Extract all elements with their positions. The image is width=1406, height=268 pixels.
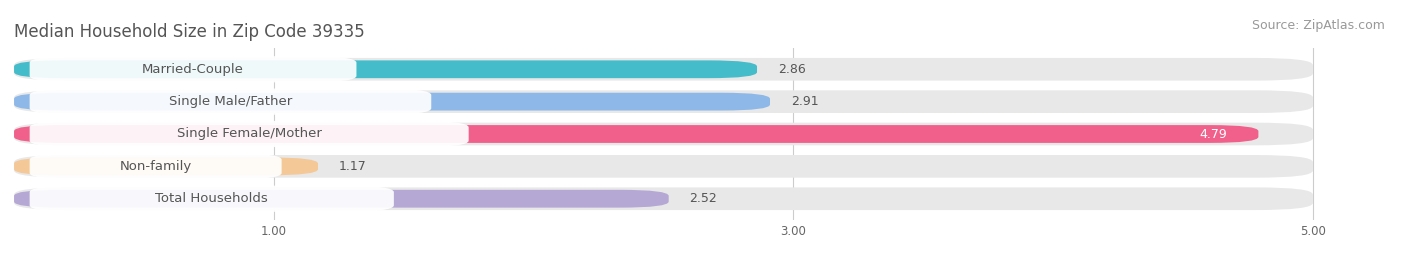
Text: 4.79: 4.79 (1199, 128, 1227, 140)
FancyBboxPatch shape (14, 60, 756, 78)
FancyBboxPatch shape (30, 88, 432, 115)
Text: 2.52: 2.52 (689, 192, 717, 205)
FancyBboxPatch shape (14, 125, 1258, 143)
FancyBboxPatch shape (30, 153, 281, 180)
FancyBboxPatch shape (30, 56, 357, 82)
FancyBboxPatch shape (14, 123, 1313, 145)
FancyBboxPatch shape (14, 187, 1313, 210)
Text: 2.91: 2.91 (790, 95, 818, 108)
FancyBboxPatch shape (14, 155, 1313, 178)
FancyBboxPatch shape (30, 186, 394, 212)
Text: Median Household Size in Zip Code 39335: Median Household Size in Zip Code 39335 (14, 23, 364, 41)
FancyBboxPatch shape (14, 93, 770, 110)
FancyBboxPatch shape (14, 58, 1313, 81)
Text: Total Households: Total Households (156, 192, 269, 205)
FancyBboxPatch shape (14, 158, 318, 175)
FancyBboxPatch shape (14, 190, 669, 208)
Text: 2.86: 2.86 (778, 63, 806, 76)
Text: Non-family: Non-family (120, 160, 191, 173)
Text: Single Male/Father: Single Male/Father (169, 95, 292, 108)
FancyBboxPatch shape (30, 121, 468, 147)
Text: Source: ZipAtlas.com: Source: ZipAtlas.com (1251, 19, 1385, 32)
Text: Married-Couple: Married-Couple (142, 63, 245, 76)
FancyBboxPatch shape (14, 90, 1313, 113)
Text: Single Female/Mother: Single Female/Mother (177, 128, 322, 140)
Text: 1.17: 1.17 (339, 160, 367, 173)
